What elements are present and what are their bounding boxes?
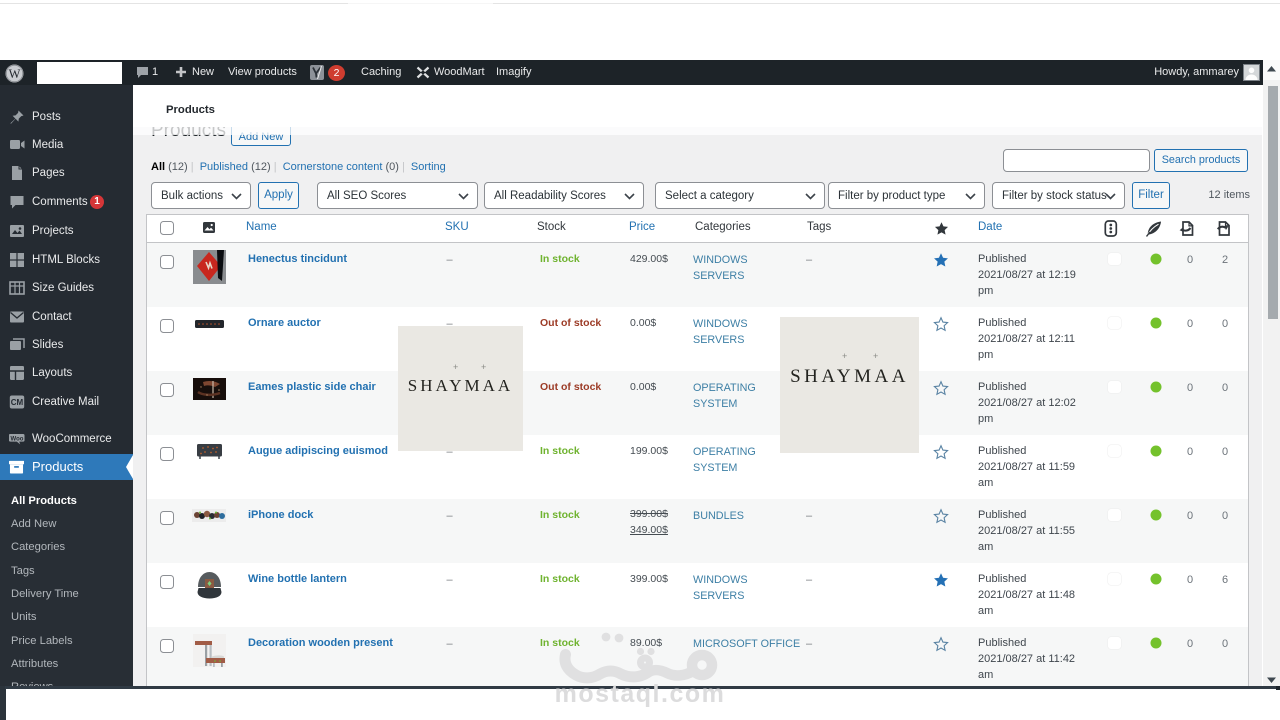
svg-text:mostaql.com: mostaql.com — [555, 680, 725, 708]
svg-text:W: W — [9, 67, 21, 81]
svg-text:CM: CM — [11, 398, 24, 407]
svg-text:Woo: Woo — [11, 437, 24, 443]
